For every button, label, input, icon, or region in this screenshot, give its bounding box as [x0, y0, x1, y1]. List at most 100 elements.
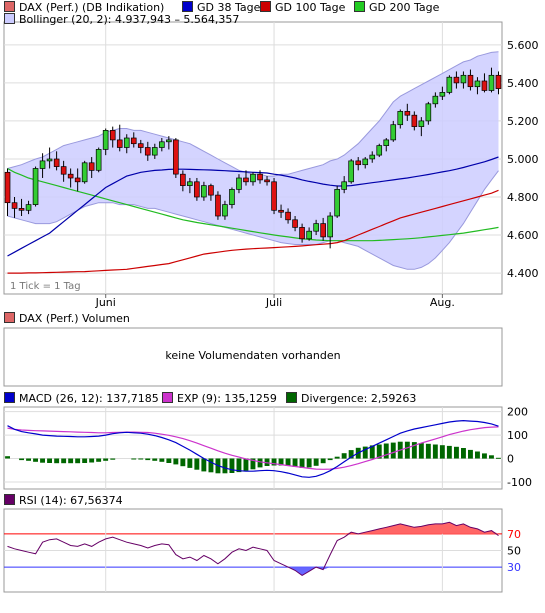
divergence-bar	[257, 458, 263, 468]
divergence-bar	[313, 458, 319, 466]
divergence-bar	[187, 458, 193, 468]
candle	[46, 147, 53, 169]
legend-divergence: Divergence: 2,59263	[286, 392, 416, 406]
candle-body	[215, 194, 221, 217]
candle-body	[327, 215, 333, 238]
candle	[180, 170, 186, 192]
candle	[481, 73, 488, 93]
legend-gd38-swatch	[182, 1, 193, 12]
candle	[88, 157, 95, 178]
candle-body	[376, 145, 383, 156]
candle	[411, 111, 418, 131]
candle	[299, 223, 305, 243]
candle	[467, 69, 474, 91]
price-axis: 4.400 4.600 4.800 5.000 5.200 5.400 5.600	[507, 39, 539, 280]
candle	[362, 157, 369, 169]
candle-body	[116, 139, 123, 148]
candle-body	[348, 160, 354, 183]
candle-body	[130, 137, 137, 145]
divergence-bar	[439, 445, 445, 459]
candle-body	[243, 177, 249, 183]
divergence-bar	[82, 458, 88, 463]
rsi-axis: 30 50 70	[507, 528, 521, 574]
candle-body	[88, 162, 95, 171]
candle	[460, 71, 467, 89]
divergence-bar	[166, 458, 172, 463]
candle	[376, 143, 383, 158]
divergence-bar	[229, 458, 235, 473]
divergence-bar	[489, 455, 494, 459]
candle	[341, 176, 347, 194]
macd-tick-label: 100	[507, 429, 528, 442]
candle	[439, 86, 446, 100]
bollinger-band	[7, 51, 499, 270]
rsi-tick-label: 50	[507, 545, 521, 558]
divergence-bar	[250, 458, 256, 470]
candle-body	[102, 130, 109, 150]
candle-body	[446, 76, 453, 93]
legend-volume-swatch	[4, 312, 15, 323]
divergence-bar	[145, 458, 151, 461]
candle	[102, 128, 109, 156]
candle-body	[404, 111, 411, 116]
candle-body	[32, 168, 39, 205]
exp-line	[7, 426, 499, 470]
candle	[404, 103, 411, 121]
candle-body	[67, 173, 74, 179]
divergence-bar	[26, 458, 31, 461]
legend-exp-label: EXP (9): 135,1259	[177, 392, 277, 405]
divergence-bar	[138, 458, 144, 460]
divergence-bar	[54, 458, 60, 464]
divergence-bar	[496, 457, 501, 459]
macd-axis: -100 0 100 200	[507, 406, 532, 489]
legend-exp-swatch	[162, 392, 173, 403]
divergence-bar	[292, 458, 298, 467]
candle-body	[95, 149, 102, 171]
candle-body	[229, 189, 235, 205]
divergence-bar	[61, 458, 67, 464]
divergence-bar	[482, 453, 487, 459]
divergence-bar	[299, 458, 305, 468]
candle	[215, 191, 221, 220]
candle-body	[460, 74, 467, 84]
legend-macd-swatch	[4, 392, 15, 403]
legend-dax-label: DAX (Perf.) (DB Indikation)	[19, 1, 165, 14]
candle	[53, 151, 60, 171]
candle-body	[74, 177, 81, 183]
price-tick-label: 5.600	[507, 39, 539, 52]
divergence-bar	[376, 444, 382, 459]
candle-body	[271, 181, 277, 211]
divergence-bar	[390, 442, 396, 459]
legend-gd100-label: GD 100 Tage	[275, 1, 346, 14]
divergence-bar	[271, 458, 277, 466]
candle	[264, 176, 270, 186]
divergence-bar	[131, 458, 137, 460]
volume-message: keine Volumendaten vorhanden	[165, 349, 340, 362]
candle	[285, 208, 291, 224]
candle	[95, 147, 102, 173]
candle-body	[236, 177, 242, 190]
macd-line	[7, 419, 499, 478]
rsi-plot	[7, 521, 499, 576]
candle-body	[453, 76, 460, 84]
price-tick-label: 5.400	[507, 77, 539, 90]
divergence-bar	[201, 458, 207, 472]
divergence-bar	[362, 446, 368, 459]
candle-body	[278, 209, 284, 213]
candle-body	[264, 179, 270, 183]
candle	[222, 200, 228, 220]
candle	[425, 101, 432, 125]
divergence-bar	[327, 458, 333, 461]
legend-gd38: GD 38 Tage	[182, 1, 260, 15]
candle	[271, 177, 277, 215]
divergence-bar	[89, 458, 95, 463]
divergence-bar	[278, 458, 284, 466]
candle	[4, 168, 11, 217]
candle-body	[173, 139, 179, 175]
legend-macd: MACD (26, 12): 137,7185	[4, 392, 159, 406]
candle-body	[474, 80, 481, 88]
candle-body	[334, 189, 340, 217]
candle	[81, 160, 88, 184]
candle	[257, 170, 263, 184]
candle	[369, 151, 376, 163]
